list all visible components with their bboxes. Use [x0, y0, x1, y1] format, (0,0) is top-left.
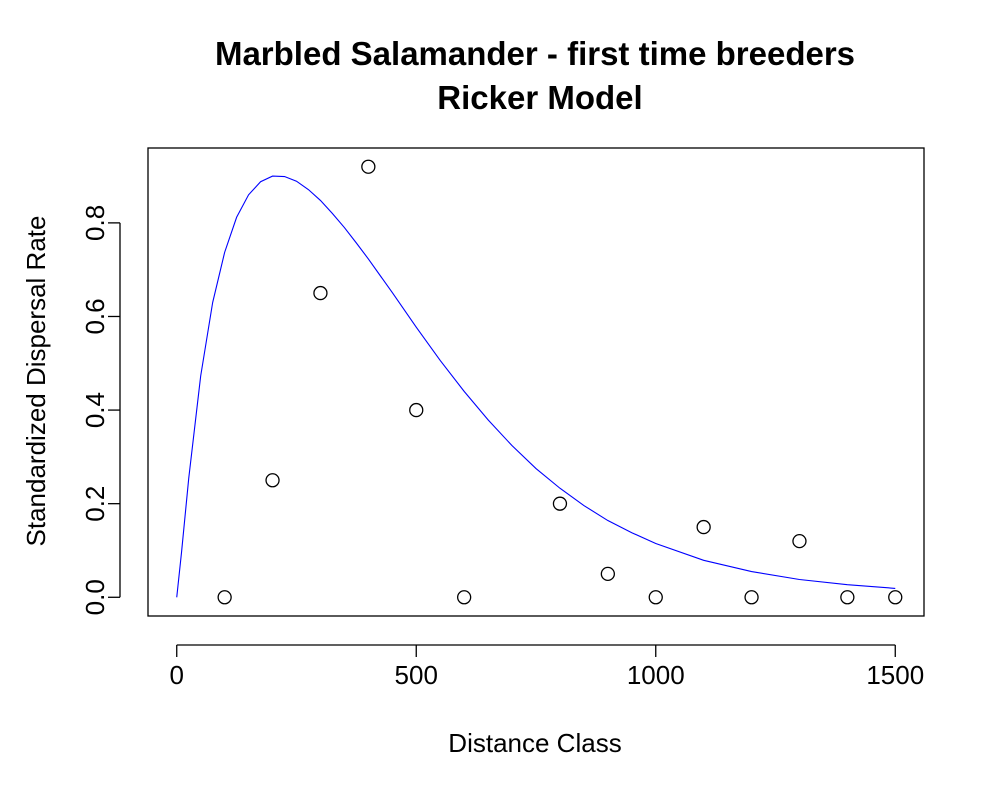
data-point — [600, 566, 615, 582]
y-tick-label: 0.0 — [80, 579, 110, 615]
data-point — [313, 285, 328, 301]
data-point — [888, 590, 903, 605]
data-point — [217, 590, 232, 605]
data-point — [840, 590, 855, 605]
data-point — [696, 519, 711, 535]
data-point — [456, 590, 472, 605]
data-point — [361, 159, 376, 174]
chart-subtitle: Ricker Model — [437, 79, 642, 116]
data-point — [792, 533, 807, 549]
data-point — [744, 590, 759, 605]
x-axis-label: Distance Class — [448, 728, 621, 758]
y-tick-label: 0.6 — [80, 298, 110, 334]
data-points — [217, 159, 903, 605]
y-tick-label: 0.4 — [80, 392, 110, 428]
x-tick-label: 500 — [395, 660, 438, 690]
y-tick-label: 0.8 — [80, 205, 110, 241]
x-axis: 0 500 1000 1500 — [170, 645, 924, 690]
y-axis: 0.0 0.2 0.4 0.6 0.8 — [80, 205, 120, 615]
x-tick-label: 1500 — [866, 660, 924, 690]
x-tick-label: 0 — [170, 660, 184, 690]
y-tick-label: 0.2 — [80, 486, 110, 522]
y-axis-label: Standardized Dispersal Rate — [21, 216, 51, 547]
fit-curve — [176, 175, 896, 598]
plot-area — [147, 147, 925, 617]
data-point — [648, 590, 663, 605]
data-point — [552, 496, 568, 511]
data-point — [265, 473, 280, 488]
chart-title: Marbled Salamander - first time breeders — [215, 35, 855, 72]
data-point — [409, 402, 424, 418]
x-tick-label: 1000 — [627, 660, 685, 690]
